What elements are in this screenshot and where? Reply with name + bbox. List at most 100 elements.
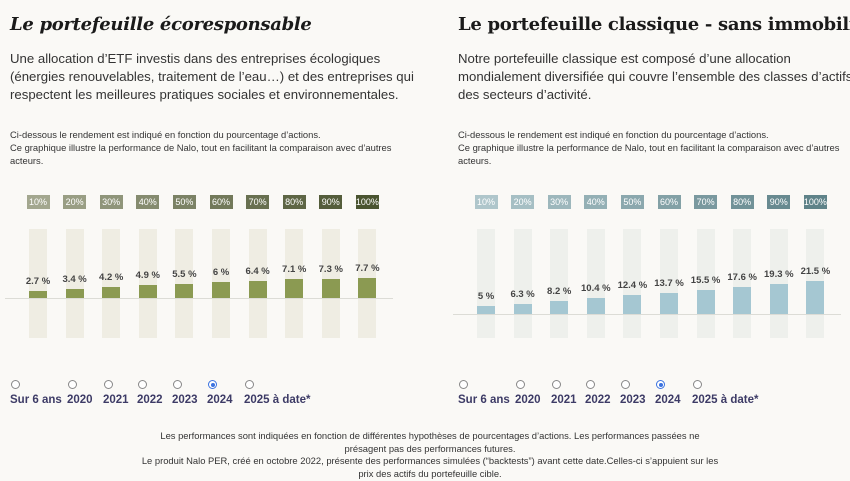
period-option[interactable]: 2023	[172, 380, 207, 406]
bar	[65, 289, 84, 298]
radio-button[interactable]	[693, 380, 702, 389]
bar-value-label: 13.7 %	[654, 277, 684, 289]
disclaimer-line: Le produit Nalo PER, créé en octobre 202…	[141, 455, 719, 479]
period-option[interactable]: 2022	[137, 380, 172, 406]
period-label: 2021	[103, 394, 129, 406]
radio-button[interactable]	[516, 380, 525, 389]
bar-track	[29, 229, 47, 338]
radio-button[interactable]	[586, 380, 595, 389]
panel-title: Le portefeuille écoresponsable	[10, 14, 312, 35]
bar-value-label: 21.5 %	[800, 266, 831, 278]
equity-share-chip[interactable]: 20%	[63, 195, 87, 209]
bar	[623, 294, 642, 314]
equity-share-chip[interactable]: 50%	[172, 195, 196, 209]
bar-track	[65, 229, 84, 338]
equity-share-chip[interactable]: 40%	[136, 195, 160, 209]
bar	[586, 298, 605, 314]
bar-value-label: 3.4 %	[62, 274, 87, 286]
equity-share-chip[interactable]: 60%	[657, 195, 681, 209]
bar-value-label: 2.7 %	[25, 275, 51, 287]
bar	[212, 282, 230, 298]
period-label: Sur 6 ans	[10, 394, 62, 406]
bar-track	[102, 229, 121, 338]
equity-share-chip[interactable]: 50%	[620, 195, 644, 209]
radio-button[interactable]	[621, 380, 630, 389]
period-option[interactable]: 2025 à date*	[692, 380, 772, 406]
equity-share-chip[interactable]: 80%	[730, 195, 754, 209]
bar	[513, 304, 532, 314]
bar	[477, 306, 495, 314]
baseline	[5, 297, 393, 299]
note-line: Ci-dessous le rendement est indiqué en f…	[458, 129, 769, 140]
period-label: 2022	[137, 394, 163, 406]
note-line: Ci-dessous le rendement est indiqué en f…	[10, 129, 321, 140]
equity-share-chip[interactable]: 100%	[355, 195, 379, 209]
bar-value-label: 4.9 %	[135, 270, 160, 282]
period-option[interactable]: Sur 6 ans	[458, 380, 515, 406]
bar-track	[477, 229, 495, 338]
radio-button[interactable]	[552, 380, 561, 389]
radio-button[interactable]	[138, 380, 147, 389]
bar-value-label: 6 %	[212, 267, 230, 279]
equity-share-chip[interactable]: 90%	[767, 195, 791, 209]
bar-value-label: 10.4 %	[581, 283, 611, 295]
period-option[interactable]: 2023	[620, 380, 655, 406]
equity-share-chip[interactable]: 70%	[694, 195, 718, 209]
equity-share-chip[interactable]: 10%	[474, 195, 498, 209]
period-option[interactable]: 2020	[67, 380, 103, 406]
bar-value-label: 19.3 %	[764, 269, 794, 281]
radio-button[interactable]	[459, 380, 468, 389]
bar-value-label: 7.3 %	[318, 263, 343, 275]
bar-value-label: 6.3 %	[510, 289, 535, 301]
period-option[interactable]: 2025 à date*	[244, 380, 324, 406]
radio-button[interactable]	[656, 380, 665, 389]
bar	[29, 290, 47, 298]
period-label: 2021	[551, 394, 577, 406]
equity-share-chip[interactable]: 10%	[26, 195, 50, 209]
panel-description: Une allocation d’ETF investis dans des e…	[10, 51, 414, 102]
radio-button[interactable]	[104, 380, 113, 389]
period-option[interactable]: 2020	[515, 380, 551, 406]
bar-value-label: 12.4 %	[617, 279, 648, 291]
equity-share-chip[interactable]: 30%	[99, 195, 123, 209]
period-label: 2024	[207, 394, 233, 406]
period-option[interactable]: 2022	[585, 380, 620, 406]
bar	[358, 277, 377, 298]
equity-share-chip[interactable]: 70%	[246, 195, 270, 209]
radio-button[interactable]	[173, 380, 182, 389]
period-label: 2025 à date*	[244, 394, 311, 406]
bar-track	[733, 229, 752, 338]
period-option[interactable]: 2024	[207, 380, 244, 406]
equity-share-chip[interactable]: 40%	[584, 195, 608, 209]
panel-title: Le portefeuille classique - sans immobil…	[458, 14, 850, 35]
period-option[interactable]: 2021	[103, 380, 137, 406]
bar-track	[550, 229, 569, 338]
bar-value-label: 7.7 %	[355, 262, 380, 274]
bar	[138, 285, 157, 298]
period-option[interactable]: 2021	[551, 380, 585, 406]
radio-button[interactable]	[68, 380, 77, 389]
panel-classique: Le portefeuille classique - sans immobil…	[448, 0, 850, 420]
period-label: 2020	[515, 394, 541, 406]
equity-share-chip[interactable]: 20%	[511, 195, 535, 209]
disclaimer: Les performances sont indiquées en fonct…	[140, 430, 720, 480]
bar	[806, 281, 825, 314]
note-line: Ce graphique illustre la performance de …	[10, 142, 392, 166]
bar	[285, 279, 304, 298]
bar	[102, 287, 121, 298]
equity-share-chip[interactable]: 90%	[319, 195, 343, 209]
radio-button[interactable]	[11, 380, 20, 389]
equity-share-chip[interactable]: 60%	[209, 195, 233, 209]
period-selector: Sur 6 ans 2020 2021 2022 2023 2024 2025 à date…	[10, 380, 324, 406]
period-option[interactable]: 2024	[655, 380, 692, 406]
baseline	[453, 313, 841, 315]
bar	[733, 287, 752, 314]
period-option[interactable]: Sur 6 ans	[10, 380, 67, 406]
equity-share-chip[interactable]: 80%	[282, 195, 306, 209]
period-label: 2020	[67, 394, 93, 406]
equity-share-chip[interactable]: 30%	[547, 195, 571, 209]
period-label: 2022	[585, 394, 611, 406]
radio-button[interactable]	[245, 380, 254, 389]
radio-button[interactable]	[208, 380, 217, 389]
equity-share-chip[interactable]: 100%	[803, 195, 827, 209]
